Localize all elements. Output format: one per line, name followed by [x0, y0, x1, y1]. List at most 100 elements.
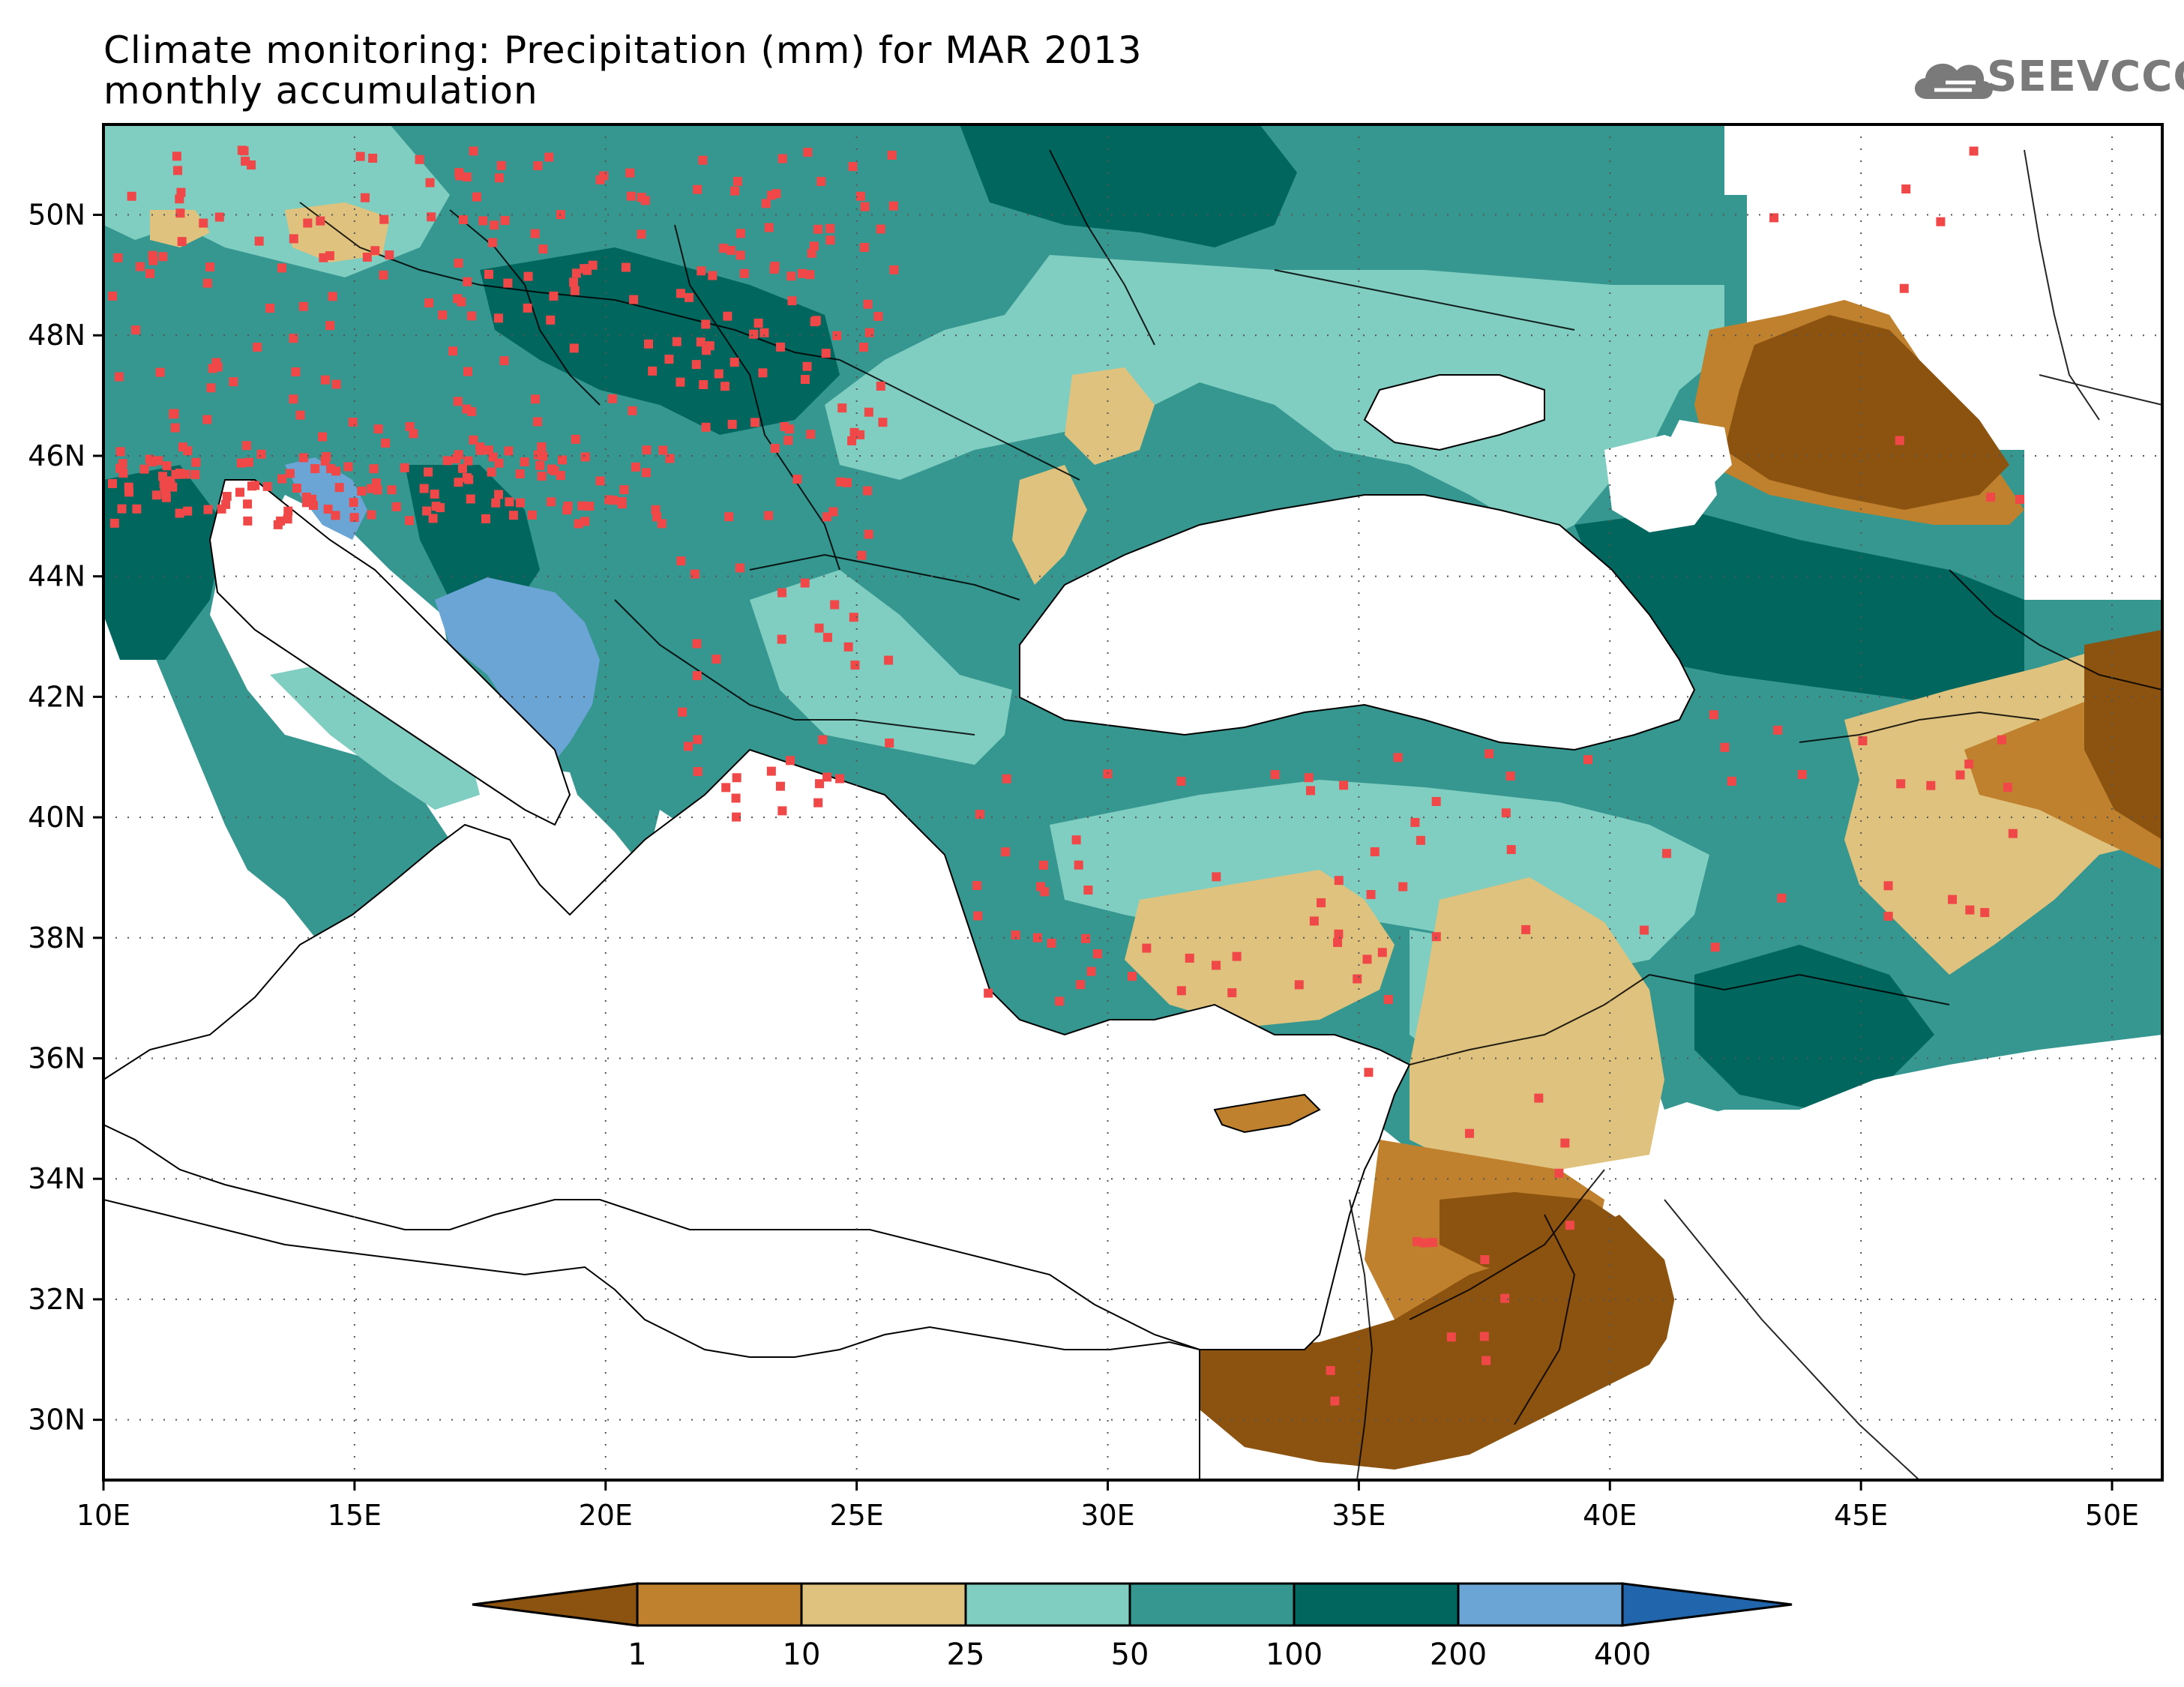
station-marker: [777, 588, 786, 598]
station-marker: [758, 368, 768, 378]
station-marker: [1484, 749, 1494, 759]
station-marker: [1270, 770, 1280, 780]
station-marker: [241, 441, 251, 451]
station-marker: [802, 361, 812, 371]
station-marker: [316, 216, 325, 226]
mediterranean-sea: [103, 748, 1411, 1350]
colorbar-label: 25: [947, 1638, 985, 1672]
station-marker: [478, 216, 488, 226]
station-marker: [1083, 885, 1093, 895]
lat-tick-label: 40N: [28, 801, 85, 834]
station-marker: [1377, 948, 1387, 957]
station-marker: [855, 430, 865, 439]
lon-tick-label: 45E: [1834, 1499, 1888, 1532]
station-marker: [1317, 898, 1326, 908]
station-marker: [729, 358, 739, 367]
station-marker: [1480, 1254, 1490, 1264]
station-marker: [863, 299, 873, 309]
lat-tick-label: 42N: [28, 680, 85, 713]
station-marker: [580, 452, 590, 462]
station-marker: [331, 511, 340, 520]
station-marker: [202, 415, 212, 424]
station-marker: [1446, 1332, 1456, 1342]
station-marker: [876, 224, 885, 234]
station-marker: [787, 296, 797, 306]
station-marker: [466, 494, 475, 504]
station-marker: [118, 459, 127, 469]
station-marker: [1304, 773, 1314, 783]
station-marker: [735, 229, 745, 238]
station-marker: [652, 512, 662, 522]
station-marker: [158, 252, 168, 262]
station-marker: [1986, 493, 1996, 502]
station-marker: [323, 505, 333, 514]
station-marker: [696, 337, 706, 347]
station-marker: [984, 988, 993, 998]
station-marker: [487, 467, 496, 477]
station-marker: [469, 435, 478, 445]
station-marker: [637, 229, 646, 239]
lon-axis: 10E 15E 20E 25E 30E 35E 40E 45E 50E: [76, 1480, 2139, 1532]
station-marker: [325, 251, 334, 261]
station-marker: [367, 510, 376, 520]
station-marker: [362, 252, 372, 262]
station-marker: [884, 655, 894, 665]
station-marker: [371, 478, 381, 488]
station-marker: [604, 495, 614, 505]
station-marker: [360, 193, 370, 202]
station-marker: [848, 162, 858, 172]
station-marker: [533, 161, 543, 171]
station-marker: [1103, 769, 1113, 779]
station-marker: [381, 438, 391, 448]
station-marker: [676, 377, 685, 387]
station-marker: [887, 150, 897, 160]
station-marker: [1383, 995, 1393, 1005]
station-marker: [806, 430, 816, 439]
lat-tick-label: 32N: [28, 1283, 85, 1316]
station-marker: [484, 445, 493, 455]
station-marker: [1074, 860, 1083, 870]
station-marker: [244, 457, 253, 467]
station-marker: [256, 449, 266, 459]
adriatic-sea: [208, 479, 571, 826]
africa-land: [103, 1198, 1200, 1480]
station-marker: [712, 655, 721, 664]
station-marker: [731, 793, 741, 803]
station-marker: [813, 224, 823, 234]
station-marker: [775, 781, 785, 791]
station-marker: [888, 201, 898, 211]
station-marker: [538, 451, 548, 461]
colorbar-segment: [1621, 1582, 1793, 1627]
station-marker: [885, 738, 894, 748]
station-marker: [1412, 1236, 1422, 1246]
station-marker: [425, 178, 435, 187]
zone-brown-dark-caspian: [1724, 315, 2009, 510]
station-marker: [759, 328, 769, 337]
station-marker: [1481, 1356, 1491, 1365]
station-marker: [571, 434, 580, 444]
station-marker: [1948, 894, 1958, 904]
colorbar-segment: [800, 1582, 967, 1627]
station-marker: [124, 487, 134, 497]
station-marker: [1720, 742, 1730, 752]
station-marker: [1662, 849, 1672, 858]
station-marker: [499, 356, 509, 366]
cloud-logo-icon: [1914, 63, 1993, 99]
station-marker: [1086, 966, 1096, 976]
colorbar-segment: [964, 1582, 1131, 1627]
station-marker: [169, 409, 178, 419]
station-marker: [1500, 1293, 1510, 1303]
station-marker: [732, 176, 742, 186]
station-marker: [777, 154, 787, 163]
station-marker: [676, 289, 685, 298]
station-marker: [562, 505, 572, 515]
station-marker: [693, 735, 703, 745]
station-marker: [628, 406, 637, 415]
station-marker: [424, 467, 433, 477]
station-marker: [975, 810, 984, 820]
station-marker: [629, 295, 639, 304]
station-marker: [569, 343, 579, 353]
station-marker: [889, 265, 899, 274]
station-marker: [1306, 786, 1316, 796]
zone-brown-dark-levant-2: [1440, 1192, 1634, 1275]
